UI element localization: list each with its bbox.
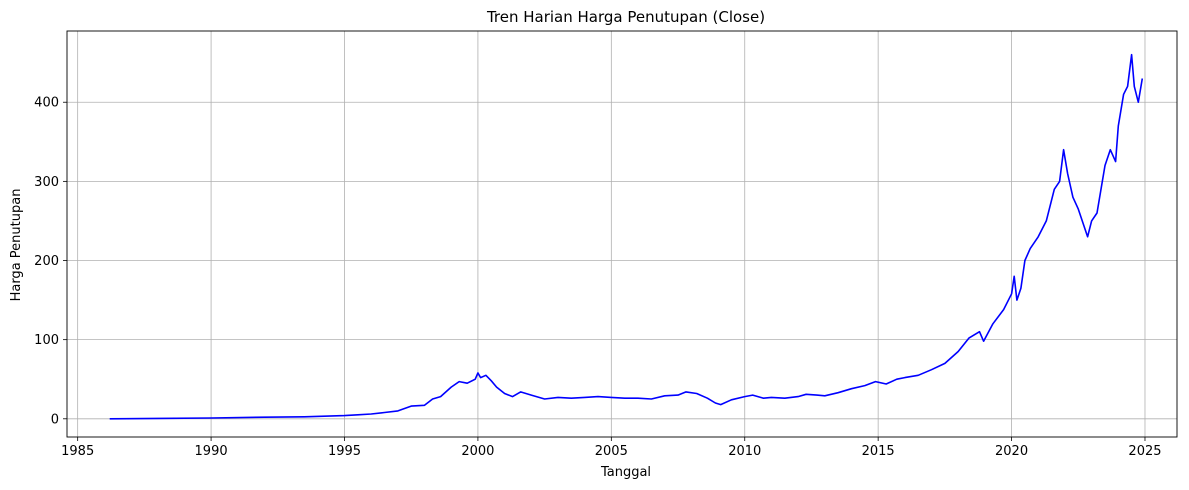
series-line: [109, 53, 1144, 420]
y-tick-label: 100: [34, 333, 59, 348]
x-tick-label: 2015: [862, 444, 895, 459]
y-axis-label: Harga Penutupan: [9, 189, 24, 302]
y-tick-label: 0: [51, 412, 59, 427]
y-tick-label: 200: [34, 254, 59, 269]
x-tick-label: 1995: [328, 444, 361, 459]
series-layer: [109, 53, 1144, 420]
x-axis-ticks: 1985 1990 1995 2000 2005 2010 2015 2020 2025: [61, 437, 1162, 459]
x-tick-label: 2010: [728, 444, 761, 459]
y-tick-label: 400: [34, 96, 59, 111]
plot-area-frame: [66, 30, 1178, 438]
x-tick-label: 1990: [195, 444, 228, 459]
y-axis-ticks: 0 100 200 300 400: [34, 96, 67, 427]
x-tick-label: 1985: [61, 444, 94, 459]
x-axis-label: Tanggal: [600, 465, 651, 480]
grid-lines: [67, 31, 1177, 437]
y-tick-label: 300: [34, 175, 59, 190]
x-tick-label: 2000: [461, 444, 494, 459]
chart-title: Tren Harian Harga Penutupan (Close): [486, 8, 765, 26]
x-tick-label: 2005: [595, 444, 628, 459]
x-tick-label: 2020: [995, 444, 1028, 459]
x-tick-label: 2025: [1128, 444, 1161, 459]
